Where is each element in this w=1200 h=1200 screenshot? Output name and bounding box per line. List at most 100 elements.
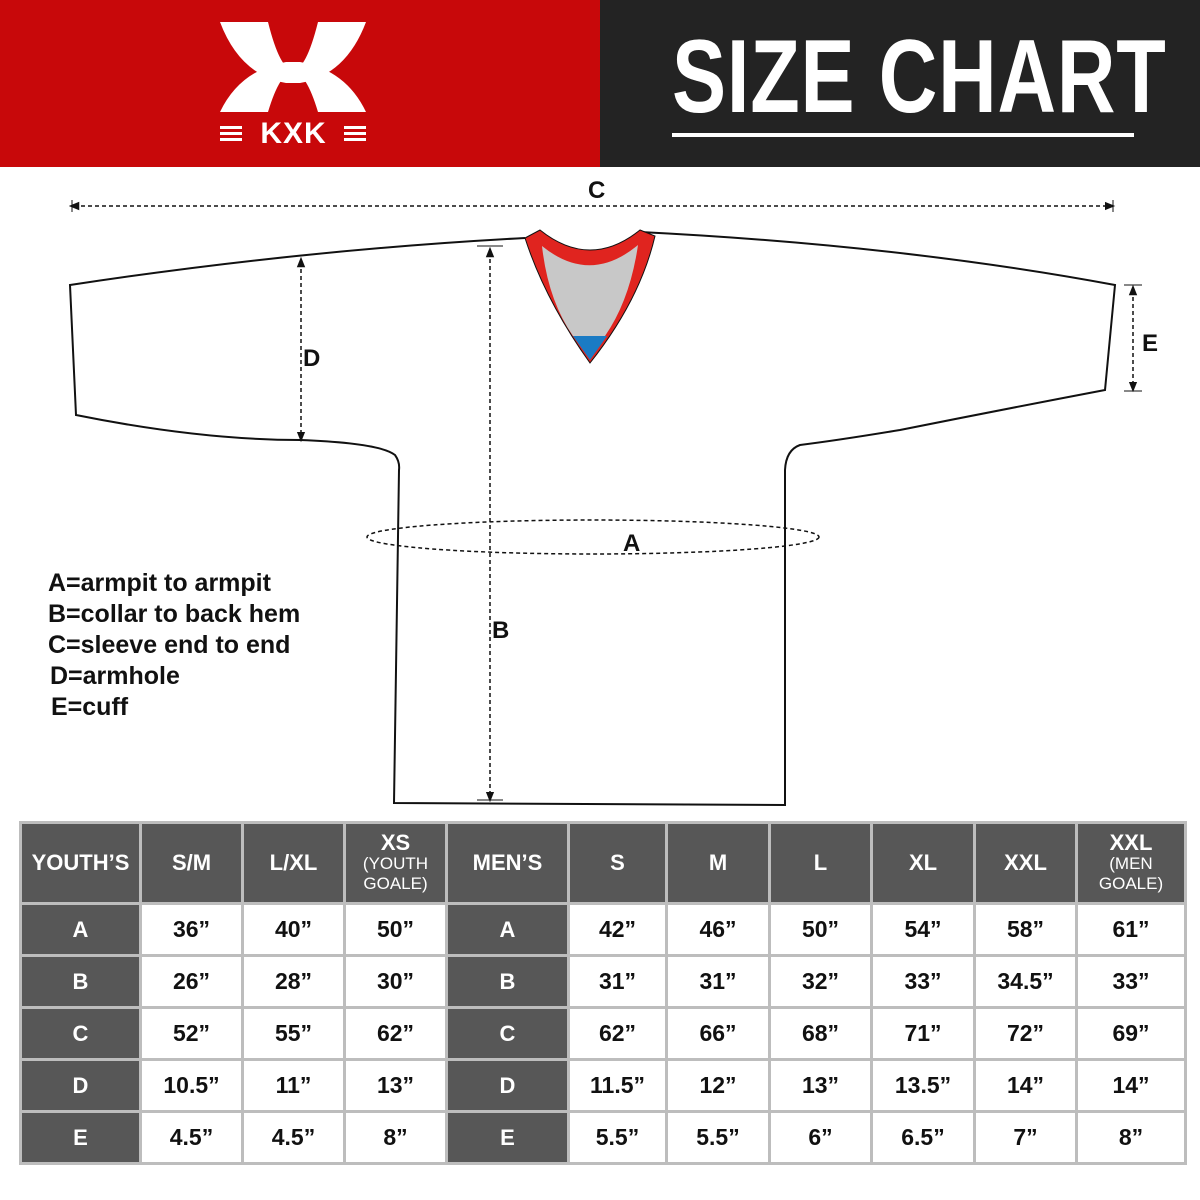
youth-cell: 50”: [346, 905, 445, 954]
youth-size-header: S/M: [142, 824, 241, 902]
measure-a: [366, 519, 820, 555]
youth-cell: 10.5”: [142, 1061, 241, 1110]
table-row: E 4.5” 4.5” 8” E 5.5” 5.5” 6” 6.5” 7” 8”: [22, 1113, 1184, 1162]
youth-cell: 11”: [244, 1061, 343, 1110]
size-label: XXL: [1109, 830, 1153, 855]
men-cell: 42”: [570, 905, 665, 954]
men-size-header: S: [570, 824, 665, 902]
youth-cell: 28”: [244, 957, 343, 1006]
page-title: SIZE CHART: [672, 19, 1167, 135]
legend-item: C=sleeve end to end: [48, 631, 291, 659]
label-c: C: [588, 177, 605, 204]
size-label: L/XL: [269, 850, 318, 875]
youth-cell: 4.5”: [244, 1113, 343, 1162]
size-label: XS: [380, 830, 411, 855]
title-underline: [672, 133, 1134, 137]
measurement-legend: A=armpit to armpit B=collar to back hem …: [48, 568, 300, 723]
men-cell: 8”: [1078, 1113, 1184, 1162]
size-table: YOUTH’S S/M L/XL XS (YOUTH GOALE) MEN’S S M L XL X…: [19, 821, 1187, 1165]
size-label: XL: [908, 850, 938, 875]
men-size-header: M: [668, 824, 768, 902]
men-cell: 13.5”: [873, 1061, 973, 1110]
jersey-outline: [68, 231, 1117, 807]
men-size-header: XXL (MEN GOALE): [1078, 824, 1184, 902]
kxk-logo: [220, 22, 366, 141]
table-row: B 26” 28” 30” B 31” 31” 32” 33” 34.5” 33”: [22, 957, 1184, 1006]
collar-blue-patch: [573, 336, 607, 360]
size-label: L: [813, 850, 828, 875]
men-cell: 62”: [570, 1009, 665, 1058]
legend-item: B=collar to back hem: [48, 600, 301, 628]
youth-cell: 13”: [346, 1061, 445, 1110]
men-cell: 54”: [873, 905, 973, 954]
men-cell: 5.5”: [570, 1113, 665, 1162]
logo-wordmark: KXK: [260, 117, 327, 150]
men-cell: 61”: [1078, 905, 1184, 954]
size-label: M: [708, 850, 728, 875]
men-cell: 6”: [771, 1113, 870, 1162]
row-label: B: [22, 957, 139, 1006]
men-cell: 6.5”: [873, 1113, 973, 1162]
row-label: B: [448, 957, 567, 1006]
size-label: YOUTH’S: [31, 850, 130, 875]
row-label: E: [448, 1113, 567, 1162]
men-cell: 33”: [873, 957, 973, 1006]
table-header-row: YOUTH’S S/M L/XL XS (YOUTH GOALE) MEN’S S M L XL X…: [22, 824, 1184, 902]
size-label: XXL: [1004, 850, 1047, 875]
men-header: MEN’S: [448, 824, 567, 902]
men-cell: 68”: [771, 1009, 870, 1058]
legend-item: E=cuff: [51, 693, 129, 721]
men-cell: 66”: [668, 1009, 768, 1058]
youth-header: YOUTH’S: [22, 824, 139, 902]
men-cell: 34.5”: [976, 957, 1075, 1006]
size-label: S/M: [171, 850, 212, 875]
table-row: D 10.5” 11” 13” D 11.5” 12” 13” 13.5” 14” 14”: [22, 1061, 1184, 1110]
row-label: A: [448, 905, 567, 954]
youth-cell: 40”: [244, 905, 343, 954]
legend-item: D=armhole: [50, 662, 180, 690]
label-a: A: [623, 530, 640, 557]
youth-cell: 8”: [346, 1113, 445, 1162]
youth-cell: 52”: [142, 1009, 241, 1058]
jersey-diagram: C D B E A: [68, 177, 1158, 807]
men-cell: 11.5”: [570, 1061, 665, 1110]
men-cell: 71”: [873, 1009, 973, 1058]
table-row: A 36” 40” 50” A 42” 46” 50” 54” 58” 61”: [22, 905, 1184, 954]
label-b: B: [492, 617, 509, 644]
brand-banner: KXK: [0, 0, 600, 167]
row-label: C: [22, 1009, 139, 1058]
row-label: D: [22, 1061, 139, 1110]
men-cell: 58”: [976, 905, 1075, 954]
youth-cell: 26”: [142, 957, 241, 1006]
table-row: C 52” 55” 62” C 62” 66” 68” 71” 72” 69”: [22, 1009, 1184, 1058]
men-cell: 69”: [1078, 1009, 1184, 1058]
men-cell: 7”: [976, 1113, 1075, 1162]
title-banner: [600, 0, 1200, 167]
men-size-header: L: [771, 824, 870, 902]
legend-item: A=armpit to armpit: [48, 569, 271, 597]
men-cell: 31”: [570, 957, 665, 1006]
youth-cell: 62”: [346, 1009, 445, 1058]
men-size-header: XL: [873, 824, 973, 902]
size-label: MEN’S: [472, 850, 543, 875]
row-label: D: [448, 1061, 567, 1110]
youth-cell: 30”: [346, 957, 445, 1006]
size-label: S: [610, 850, 625, 875]
row-label: A: [22, 905, 139, 954]
men-cell: 12”: [668, 1061, 768, 1110]
men-cell: 72”: [976, 1009, 1075, 1058]
men-cell: 13”: [771, 1061, 870, 1110]
size-sublabel: (MEN GOALE): [1098, 854, 1164, 893]
men-cell: 33”: [1078, 957, 1184, 1006]
men-cell: 31”: [668, 957, 768, 1006]
youth-cell: 4.5”: [142, 1113, 241, 1162]
men-cell: 50”: [771, 905, 870, 954]
row-label: C: [448, 1009, 567, 1058]
label-d: D: [303, 345, 320, 372]
youth-size-header: L/XL: [244, 824, 343, 902]
men-cell: 32”: [771, 957, 870, 1006]
men-cell: 14”: [976, 1061, 1075, 1110]
men-cell: 14”: [1078, 1061, 1184, 1110]
youth-cell: 36”: [142, 905, 241, 954]
men-cell: 46”: [668, 905, 768, 954]
